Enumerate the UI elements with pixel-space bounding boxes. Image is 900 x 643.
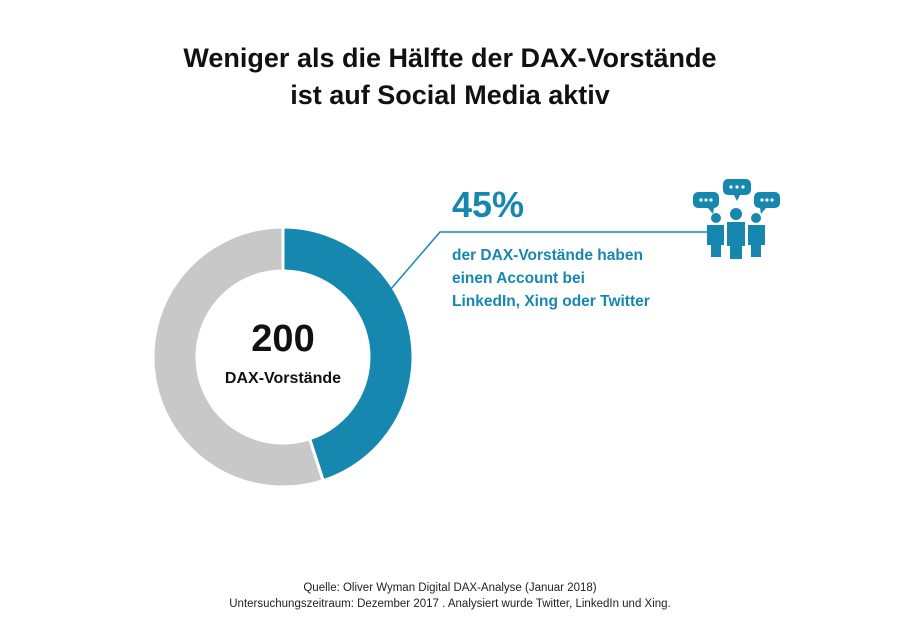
method-note: Untersuchungszeitraum: Dezember 2017 . A… <box>229 598 671 610</box>
callout-line-2: einen Account bei <box>452 270 585 287</box>
callout-percentage: 45% <box>452 184 525 225</box>
callout-text: der DAX-Vorstände haben einen Account be… <box>452 244 692 313</box>
center-label: DAX-Vorstände <box>224 370 342 387</box>
center-value: 200 <box>251 318 315 360</box>
source-note: Quelle: Oliver Wyman Digital DAX-Analyse… <box>303 582 597 594</box>
donut-slices <box>151 225 415 489</box>
title-line-2: ist auf Social Media aktiv <box>290 80 610 110</box>
donut-slice-1 <box>281 225 415 483</box>
callout-line-3: LinkedIn, Xing oder Twitter <box>452 293 650 310</box>
title-line-1: Weniger als die Hälfte der DAX-Vorstände <box>183 43 717 73</box>
social-media-people-icon <box>690 178 785 265</box>
chart-footer: Quelle: Oliver Wyman Digital DAX-Analyse… <box>0 580 900 612</box>
callout-line-1: der DAX-Vorstände haben <box>452 247 643 264</box>
chart-title: Weniger als die Hälfte der DAX-Vorstände… <box>0 40 900 114</box>
callout-leader-line <box>389 231 722 291</box>
donut-slice-2 <box>151 225 326 489</box>
